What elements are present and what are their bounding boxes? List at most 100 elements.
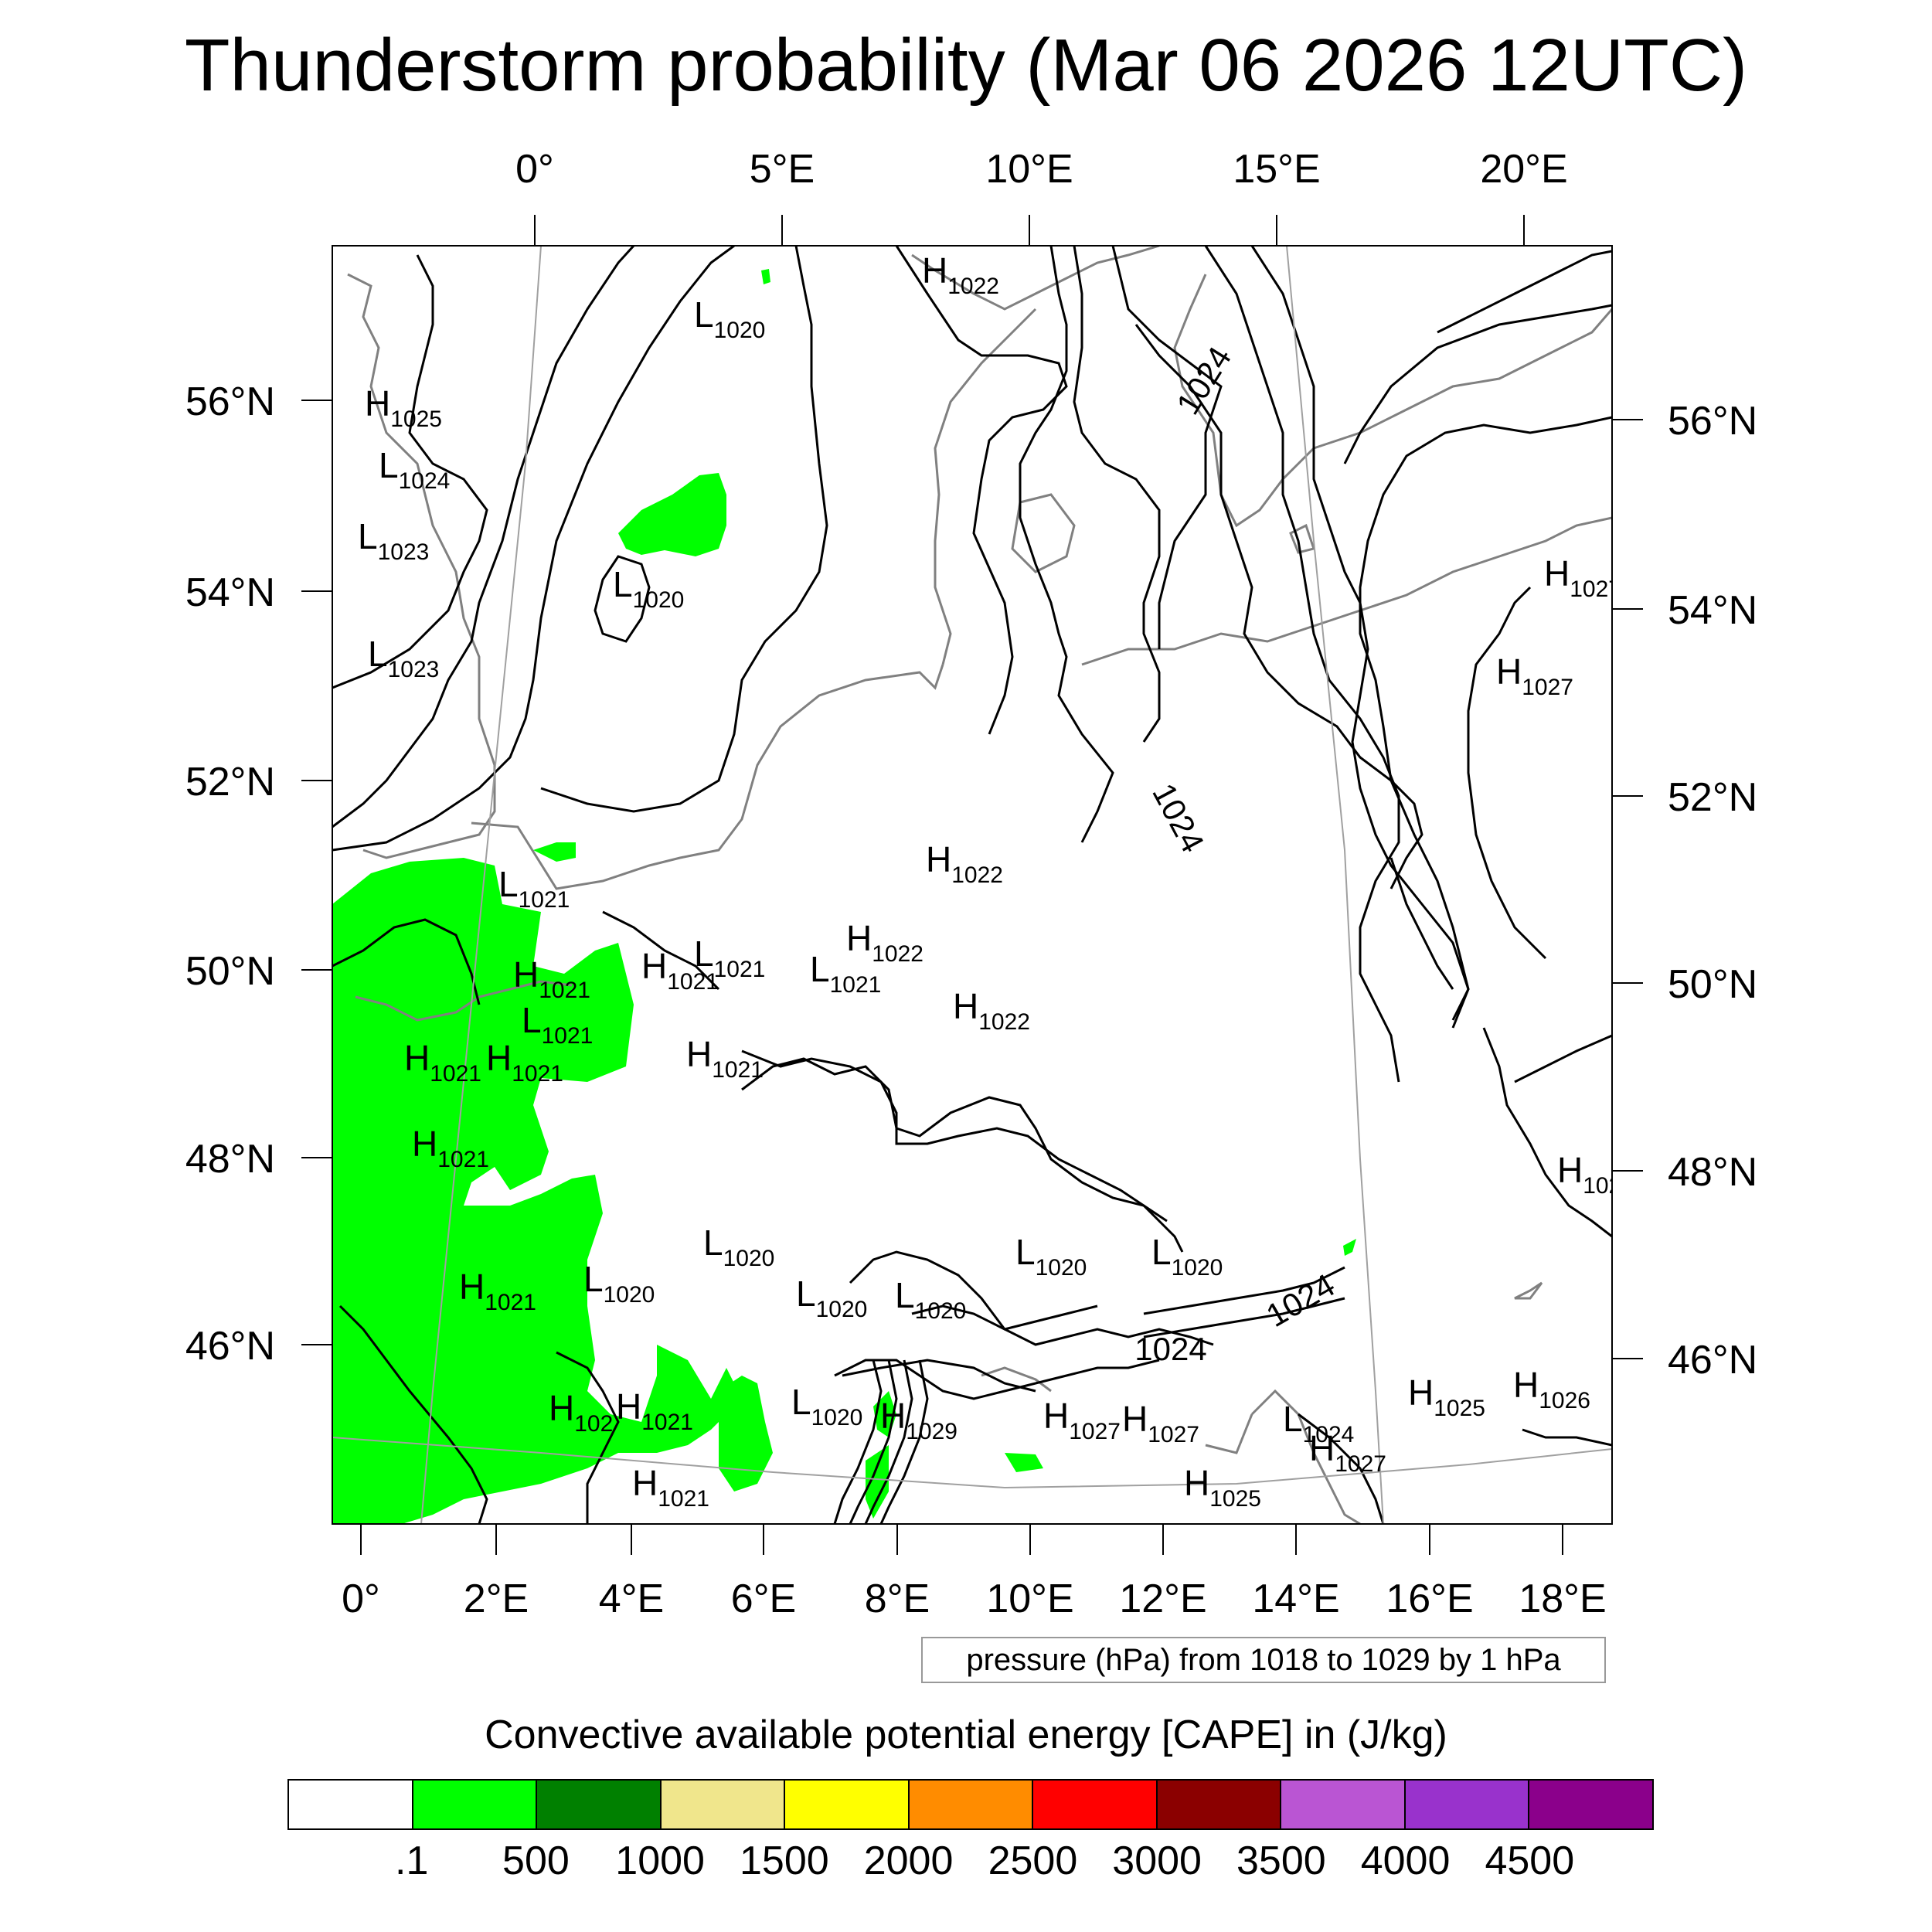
map-frame-border <box>332 245 1613 1525</box>
colorbar-label: 2500 <box>988 1838 1078 1883</box>
bottom-lon-label: 4°E <box>599 1577 664 1621</box>
pressure-center: H1021 <box>513 954 590 1003</box>
isobar-20 <box>556 1351 620 1524</box>
colorbar-label: 4000 <box>1360 1838 1451 1883</box>
pressure-center: H1022 <box>926 839 1003 888</box>
isobar-alps-8 <box>1143 1297 1345 1338</box>
colorbar-swatch <box>909 1781 1034 1828</box>
pressure-center: H1025 <box>1184 1463 1261 1512</box>
right-lat-label: 46°N <box>1668 1338 1757 1383</box>
pressure-center: H1021 <box>686 1034 764 1083</box>
coastline-jutland <box>934 308 1037 665</box>
isobar-alps-4 <box>879 1359 929 1524</box>
pressure-center: L1020 <box>1151 1232 1223 1281</box>
pressure-centers: H1022 L1020 H1025 L1024 L1023 L1020 L102… <box>358 250 1621 1512</box>
pressure-center: H1022 <box>922 250 999 299</box>
cape-area-adriatic <box>1343 1239 1356 1256</box>
colorbar-swatch <box>1033 1781 1158 1828</box>
right-lat-labels: 56°N 54°N 52°N 50°N 48°N 46°N <box>1668 399 1757 1383</box>
tick-marks <box>301 215 1643 1555</box>
isobar-14 <box>1359 416 1612 1021</box>
pressure-center: L1020 <box>796 1274 867 1322</box>
isobar-12 <box>1343 304 1612 464</box>
isobar-19 <box>332 918 481 1005</box>
cape-area-west <box>332 858 742 1524</box>
isobar-3 <box>332 246 735 852</box>
isobar-8 <box>1111 246 1223 649</box>
colorbar-label: 3500 <box>1236 1838 1326 1883</box>
coastline-italy-north <box>1205 1413 1253 1454</box>
coastline-continent <box>471 664 944 890</box>
colorbar-swatch <box>1529 1781 1653 1828</box>
bottom-lon-label: 8°E <box>865 1577 930 1621</box>
coastline-britain <box>347 273 496 859</box>
pressure-center: L1021 <box>498 864 570 913</box>
top-lon-label: 10°E <box>985 147 1073 192</box>
isobar-alps-6 <box>911 1304 1098 1331</box>
pressure-center: H1027 <box>1043 1396 1121 1444</box>
pressure-center: H1021 <box>641 946 719 995</box>
isobar-poland <box>1389 857 1454 990</box>
pressure-center: H102 <box>1557 1150 1621 1199</box>
cape-area-belgium <box>533 842 576 862</box>
right-lat-label: 48°N <box>1668 1150 1757 1195</box>
map-title: Thunderstorm probability (Mar 06 2026 12… <box>184 24 1748 107</box>
colorbar-title: Convective available potential energy [C… <box>485 1713 1447 1757</box>
pressure-center: H1029 <box>880 1396 957 1444</box>
pressure-center: L1021 <box>522 1000 593 1049</box>
bottom-lon-label: 12°E <box>1119 1577 1206 1621</box>
cape-area-alps <box>866 1445 889 1519</box>
isobar-24 <box>834 1359 1160 1400</box>
coastline-denmark-islands <box>1011 493 1076 573</box>
bottom-lon-labels: 0° 2°E 4°E 6°E 8°E 10°E 12°E 14°E 16°E 1… <box>342 1577 1607 1621</box>
pressure-center: L1020 <box>583 1259 655 1308</box>
isobar-netherlands <box>602 910 720 991</box>
isobar-17 <box>1514 1034 1612 1083</box>
pressure-center: H1021 <box>632 1463 709 1512</box>
cape-area-nsea-small <box>761 269 770 284</box>
pressure-center: H1026 <box>1513 1365 1590 1413</box>
right-lat-label: 50°N <box>1668 962 1757 1007</box>
coastlines <box>347 246 1612 1524</box>
pressure-center: H1027 <box>1122 1399 1199 1447</box>
colorbar-swatch <box>413 1781 538 1828</box>
pressure-center: H1021 <box>459 1267 536 1315</box>
coastline-norway <box>911 246 1160 311</box>
isobar-11 <box>1250 246 1470 1029</box>
isobar-alps-7 <box>1143 1266 1345 1315</box>
isobar-adriatic <box>1298 1413 1385 1524</box>
left-lat-label: 52°N <box>185 760 275 804</box>
cape-area-north-sea <box>618 473 726 556</box>
pressure-center: H1025 <box>365 383 442 432</box>
pressure-center: L1020 <box>1015 1232 1087 1281</box>
pressure-center: H1027 <box>1496 651 1573 700</box>
top-lon-labels: 0° 5°E 10°E 15°E 20°E <box>515 147 1568 192</box>
parallel-45n <box>332 1437 1612 1489</box>
left-lat-labels: 56°N 54°N 52°N 50°N 48°N 46°N <box>185 379 275 1369</box>
left-lat-label: 48°N <box>185 1137 275 1182</box>
pressure-center: H1021 <box>486 1038 563 1087</box>
isobar-alps-1 <box>833 1359 883 1524</box>
colorbar-swatch <box>1157 1781 1282 1828</box>
colorbar-label: .1 <box>395 1838 429 1883</box>
pressure-center: H1021 <box>412 1124 489 1172</box>
isobar-1 <box>332 254 488 689</box>
pressure-center: L1024 <box>379 445 450 494</box>
colorbar-swatch <box>537 1781 662 1828</box>
pressure-center: L1020 <box>694 294 765 343</box>
coastline-adriatic <box>1250 1389 1361 1524</box>
left-lat-label: 56°N <box>185 379 275 424</box>
pressure-center: H1021 <box>404 1038 481 1087</box>
isobar-germany-1 <box>741 1049 1184 1253</box>
left-lat-label: 50°N <box>185 949 275 994</box>
right-lat-label: 54°N <box>1668 588 1757 633</box>
bottom-lon-label: 18°E <box>1519 1577 1606 1621</box>
isobar-13 <box>1437 250 1612 334</box>
isobar-18 <box>1522 1428 1612 1447</box>
bottom-lon-label: 10°E <box>986 1577 1073 1621</box>
pressure-center: L1020 <box>895 1275 966 1324</box>
isobar-alps-3 <box>864 1359 913 1524</box>
colorbar-label: 4500 <box>1485 1838 1575 1883</box>
isobar-15 <box>1467 586 1547 960</box>
